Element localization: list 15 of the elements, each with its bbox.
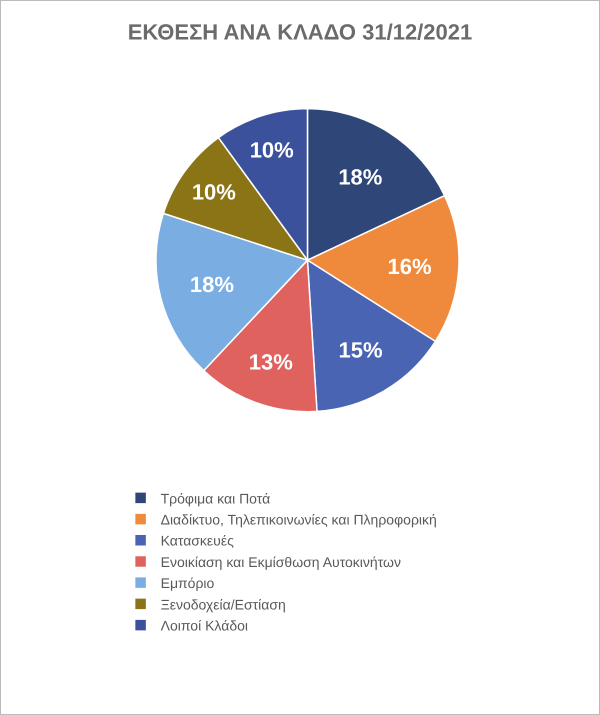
data-label: 10%	[250, 138, 294, 163]
data-label: 10%	[192, 180, 236, 205]
data-label: 13%	[248, 350, 293, 375]
data-label: 18%	[190, 272, 234, 298]
legend-label: Λοιποί Κλάδοι	[160, 618, 248, 634]
legend-label: Ενοικίαση και Εκμίσθωση Αυτοκινήτων	[160, 554, 401, 570]
legend-label: Τρόφιμα και Ποτά	[160, 490, 270, 506]
legend-label: Διαδίκτυο, Τηλεπικοινωνίες και Πληροφορική	[160, 512, 437, 528]
legend-label: Κατασκευές	[160, 532, 234, 549]
legend-label: Ξενοδοχεία/Εστίαση	[160, 596, 286, 612]
data-label: 18%	[338, 164, 382, 190]
data-label: 15%	[338, 337, 383, 362]
chart-title: ΕΚΘΕΣΗ ΑΝΑ ΚΛΑΔΟ 31/12/2021	[128, 19, 472, 44]
data-label: 16%	[388, 254, 432, 280]
legend-label: Εμπόριο	[160, 575, 215, 592]
